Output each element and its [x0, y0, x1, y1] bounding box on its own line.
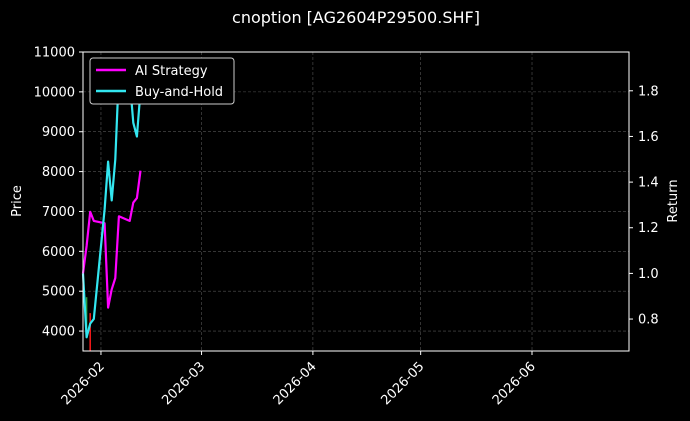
y-tick-label-right: 0.8: [638, 313, 659, 328]
y-axis-label-right: Return: [666, 179, 681, 222]
y-tick-label-left: 9000: [42, 125, 75, 140]
y-tick-label-right: 1.8: [638, 84, 659, 99]
y-tick-label-right: 1.0: [638, 267, 659, 282]
y-axis-label-left: Price: [10, 185, 25, 217]
y-tick-label-right: 1.2: [638, 221, 659, 236]
series-line-buy-and-hold: [81, 71, 146, 339]
y-tick-label-left: 8000: [42, 165, 75, 180]
series-lines: [81, 71, 146, 339]
y-tick-label-left: 11000: [34, 46, 75, 61]
legend-label-buy-and-hold: Buy-and-Hold: [135, 85, 223, 100]
chart-title: cnoption [AG2604P29500.SHF]: [232, 8, 480, 27]
y-tick-label-left: 4000: [42, 325, 75, 340]
y-tick-label-right: 1.6: [638, 130, 659, 145]
plot-frame: [82, 51, 630, 352]
y-tick-label-left: 10000: [34, 85, 75, 100]
y-tick-label-left: 5000: [42, 285, 75, 300]
legend: AI Strategy Buy-and-Hold: [89, 57, 235, 105]
y-tick-label-right: 1.4: [638, 176, 659, 191]
series-line-ai-strategy: [81, 170, 142, 309]
legend-label-ai-strategy: AI Strategy: [135, 64, 208, 79]
y-tick-label-left: 6000: [42, 245, 75, 260]
y-tick-label-left: 7000: [42, 205, 75, 220]
